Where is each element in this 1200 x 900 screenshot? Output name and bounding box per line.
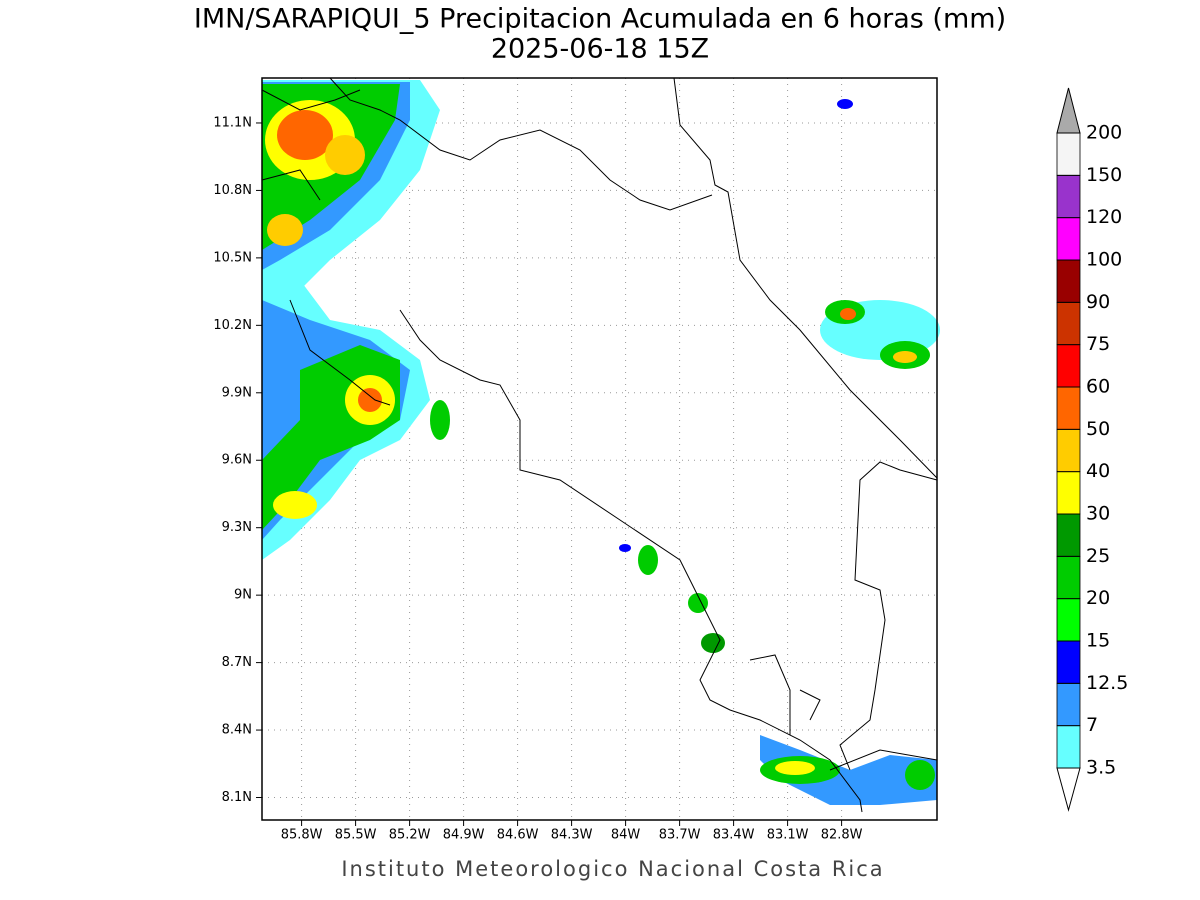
x-tick-label: 85.5W [335, 828, 377, 843]
colorbar-segment [1056, 344, 1081, 388]
rain-cell [820, 99, 940, 369]
y-tick-label: 10.5N [213, 250, 252, 265]
precipitation [262, 80, 940, 805]
title: IMN/SARAPIQUI_5 Precipitacion Acumulada … [194, 4, 1006, 35]
y-tick-label: 8.7N [222, 655, 252, 670]
rain-cell [262, 80, 440, 310]
y-tick-label: 9.9N [222, 385, 252, 400]
colorbar-label: 40 [1086, 460, 1110, 482]
colorbar-label: 30 [1086, 503, 1110, 525]
x-tick-label: 85.2W [389, 828, 431, 843]
colorbar-upper-end [1056, 87, 1081, 134]
colorbar-segment [1056, 386, 1081, 430]
colorbar-segment [1056, 682, 1081, 727]
colorbar-segment [1056, 217, 1081, 261]
colorbar-segment [1056, 132, 1081, 176]
colorbar-label: 75 [1086, 333, 1110, 355]
colorbar-label: 50 [1086, 418, 1110, 440]
colorbar-label: 120 [1086, 206, 1122, 228]
colorbar: 3.5 7 12.5 15 20 25 30 40 50 60 75 90 100 120 150 200 [1056, 87, 1128, 812]
x-tick-label: 84.9W [443, 828, 485, 843]
colorbar-label: 7 [1086, 714, 1098, 736]
colorbar-label: 25 [1086, 545, 1110, 567]
colorbar-segment [1056, 598, 1081, 642]
colorbar-segment [1056, 725, 1081, 769]
colorbar-segment [1056, 513, 1081, 557]
colorbar-segment [1056, 301, 1081, 346]
grid [262, 78, 937, 820]
x-tick-label: 84W [611, 828, 641, 843]
subtitle: 2025-06-18 15Z [491, 34, 709, 65]
colorbar-lower-end [1056, 767, 1081, 812]
y-tick-label: 10.2N [213, 318, 252, 333]
x-tick-label: 85.8W [281, 828, 323, 843]
x-tick-label: 83.1W [767, 828, 809, 843]
colorbar-segment [1056, 174, 1081, 219]
y-tick-label: 9.6N [222, 453, 252, 468]
y-tick-label: 8.1N [222, 790, 252, 805]
rain-cell [262, 280, 450, 560]
y-tick-label: 9.3N [222, 520, 252, 535]
y-tick-label: 9N [234, 588, 252, 603]
coastlines [261, 77, 938, 813]
map-frame [261, 77, 938, 821]
y-tick-label: 8.4N [222, 723, 252, 738]
colorbar-label: 150 [1086, 164, 1122, 186]
y-tick-label: 11.1N [213, 115, 252, 130]
colorbar-label: 100 [1086, 249, 1122, 271]
colorbar-segment [1056, 640, 1081, 684]
colorbar-label: 90 [1086, 291, 1110, 313]
y-tick-label: 10.8N [213, 183, 252, 198]
colorbar-label: 15 [1086, 630, 1110, 652]
x-tick-label: 82.8W [821, 828, 863, 843]
colorbar-segment [1056, 471, 1081, 515]
footer: Instituto Meteorologico Nacional Costa R… [341, 857, 884, 881]
colorbar-label: 200 [1086, 122, 1122, 144]
x-tick-label: 84.6W [497, 828, 539, 843]
x-tick-label: 83.4W [713, 828, 755, 843]
colorbar-label: 3.5 [1086, 757, 1116, 779]
colorbar-segment [1056, 259, 1081, 303]
x-tick-label: 84.3W [551, 828, 593, 843]
colorbar-label: 20 [1086, 587, 1110, 609]
colorbar-label: 60 [1086, 376, 1110, 398]
colorbar-label: 12.5 [1086, 672, 1128, 694]
x-tick-label: 83.7W [659, 828, 701, 843]
colorbar-segment [1056, 428, 1081, 473]
rain-cell [619, 544, 937, 805]
colorbar-segment [1056, 555, 1081, 600]
